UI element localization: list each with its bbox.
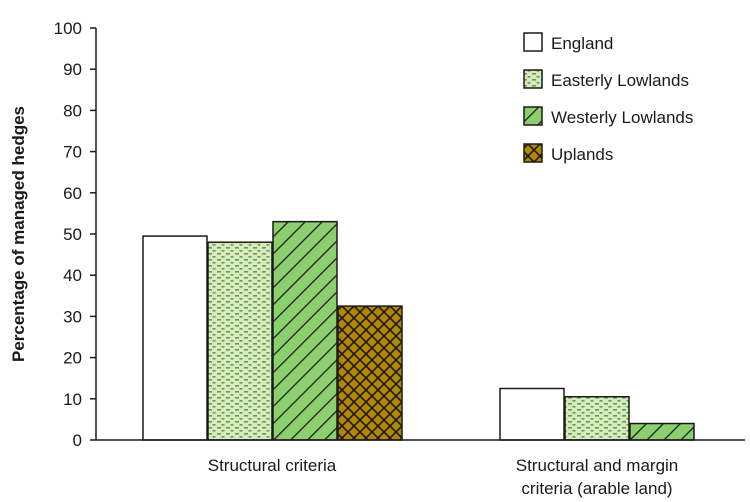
y-tick-label: 100 bbox=[54, 19, 82, 38]
y-tick-label: 20 bbox=[63, 349, 82, 368]
legend: England Easterly Lowlands Westerly Lowland… bbox=[523, 32, 693, 164]
legend-swatch bbox=[523, 32, 543, 52]
y-axis-title: Percentage of managed hedges bbox=[9, 106, 28, 362]
y-tick-label: 50 bbox=[63, 225, 82, 244]
bar-westerly-lowlands-1 bbox=[629, 422, 695, 441]
bar-england-1 bbox=[499, 387, 565, 441]
bar-england-0 bbox=[142, 235, 208, 441]
y-tick-label: 80 bbox=[63, 101, 82, 120]
y-axis-label: Percentage of managed hedges bbox=[9, 106, 28, 362]
legend-swatch bbox=[523, 69, 543, 89]
legend-item-label: Uplands bbox=[551, 145, 613, 164]
legend-item-label: England bbox=[551, 34, 613, 53]
bar-easterly-lowlands-1 bbox=[564, 395, 630, 441]
x-category-label: Structural criteria bbox=[208, 456, 337, 475]
legend-swatch bbox=[523, 143, 543, 163]
legend-item-label: Westerly Lowlands bbox=[551, 108, 693, 127]
x-axis: Structural criteria Structural and margin… bbox=[96, 439, 745, 498]
bars bbox=[142, 220, 695, 441]
y-tick-label: 90 bbox=[63, 60, 82, 79]
y-axis: 0 10 20 30 40 50 60 70 80 90 100 bbox=[54, 19, 97, 450]
bar-easterly-lowlands-0 bbox=[207, 241, 273, 441]
y-tick-label: 30 bbox=[63, 307, 82, 326]
y-tick-label: 60 bbox=[63, 184, 82, 203]
legend-item-label: Easterly Lowlands bbox=[551, 71, 689, 90]
y-tick-label: 40 bbox=[63, 266, 82, 285]
y-tick-label: 0 bbox=[73, 431, 82, 450]
y-tick-label: 70 bbox=[63, 143, 82, 162]
bar-uplands-0 bbox=[337, 305, 403, 441]
y-tick-label: 10 bbox=[63, 390, 82, 409]
bar-westerly-lowlands-0 bbox=[272, 220, 338, 441]
legend-swatch bbox=[523, 106, 543, 126]
x-category-label: Structural and margin bbox=[516, 456, 679, 475]
x-category-label: criteria (arable land) bbox=[521, 479, 672, 498]
